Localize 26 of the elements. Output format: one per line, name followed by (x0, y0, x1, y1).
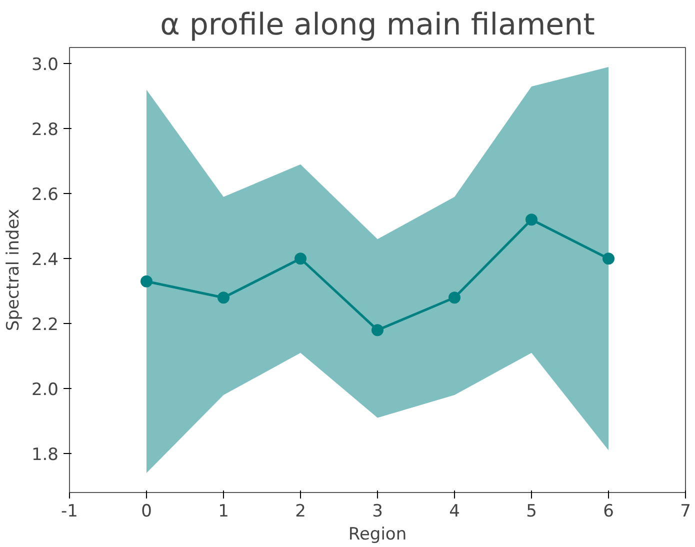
y-axis-title: Spectral index (3, 208, 24, 332)
point (294, 252, 306, 265)
y-tick-label: 2.8 (31, 120, 59, 140)
point (602, 252, 614, 265)
x-tick-label: -1 (61, 502, 78, 522)
x-tick-label: 5 (526, 502, 537, 522)
x-tick-label: 0 (141, 502, 152, 522)
point (372, 324, 384, 336)
y-tick-label: 3.0 (31, 55, 59, 76)
point (526, 214, 538, 226)
y-tick-label: 1.8 (31, 445, 59, 466)
point (218, 292, 230, 304)
point (140, 275, 152, 288)
y-tick-label: 2.4 (31, 250, 59, 270)
y-tick-label: 2.2 (31, 315, 59, 336)
x-tick-label: 4 (449, 502, 460, 522)
x-tick-label: 6 (603, 502, 614, 522)
y-tick-label: 2.0 (31, 380, 59, 400)
x-tick-label: 3 (372, 502, 383, 522)
x-tick-label: 7 (680, 502, 691, 522)
chart-title: α profile along main filament (160, 8, 596, 42)
point (448, 292, 460, 304)
x-axis-title: Region (348, 524, 407, 544)
y-tick-label: 2.6 (31, 185, 59, 206)
x-tick-label: 1 (218, 502, 229, 522)
x-tick-label: 2 (295, 502, 306, 522)
